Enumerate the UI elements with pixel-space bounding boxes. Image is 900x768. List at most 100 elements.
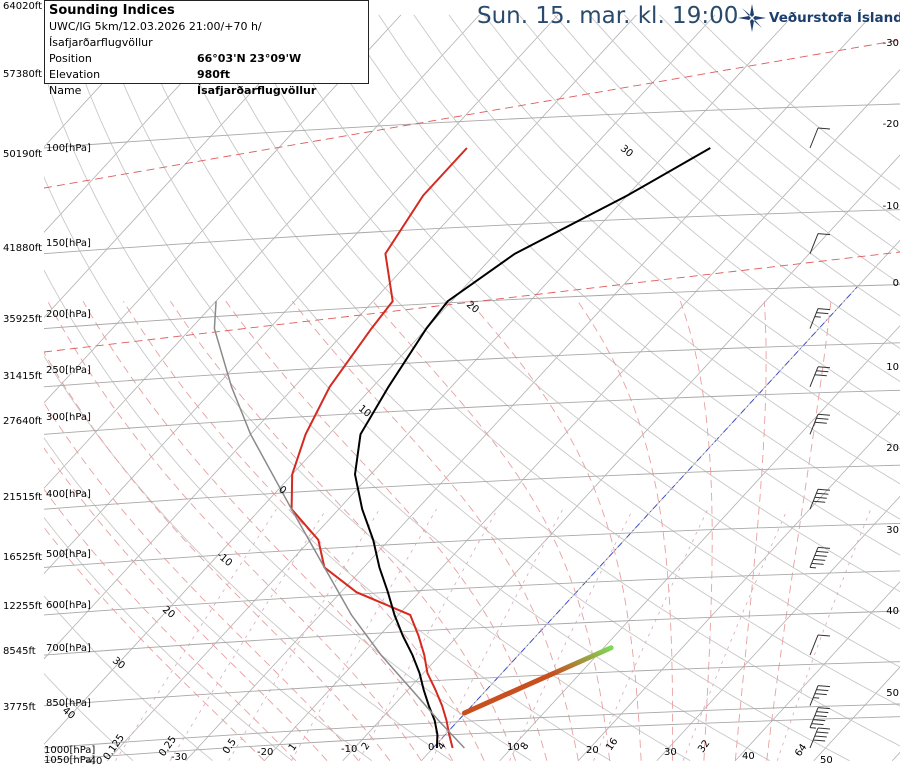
wind-barb-path [809, 707, 831, 729]
isobar-line [44, 464, 900, 510]
alt-tick-label: 8545ft [3, 646, 36, 657]
alt-tick-label: 41880ft [3, 243, 43, 254]
isotherm-line [421, 239, 900, 761]
pressure-tick-label: 1050[hPa] [44, 755, 96, 766]
wind-barb-path [809, 488, 831, 510]
moist-adiabat-line [44, 488, 297, 762]
alt-tick-label: 50190ft [3, 149, 43, 160]
info-value: 980ft [197, 68, 231, 81]
isotherm-line [44, 14, 559, 575]
bottom-temp-label: 40 [742, 751, 755, 762]
isobar-line [44, 570, 900, 616]
wind-barb [809, 707, 831, 729]
alt-tick-label: 57380ft [3, 69, 43, 80]
isotherm-line [44, 14, 323, 319]
reference-dashed-line [44, 251, 900, 353]
dry-adiabat-line [343, 14, 900, 520]
wind-barb-path [809, 685, 831, 706]
isotherm-line [107, 14, 794, 761]
right-axis-label: -10 [882, 201, 899, 212]
isobar-line [44, 661, 900, 707]
dry-adiabat-line [44, 516, 293, 762]
isotherm-line [44, 14, 480, 489]
dry-adiabat-line [44, 437, 373, 762]
logo-text: Veðurstofa Íslands [769, 10, 900, 26]
pressure-tick-label: 700[hPa] [46, 643, 91, 654]
isotherm-line [44, 14, 402, 404]
dry-adiabat-line [272, 14, 900, 593]
plot-area [44, 14, 900, 762]
parcel-profile-line [213, 301, 465, 749]
mixing-ratio-line [291, 508, 437, 761]
isotherm-line [342, 154, 900, 761]
bottom-temp-label: 10 [507, 742, 520, 753]
dry-adiabat-line [483, 14, 900, 382]
bottom-temp-label: -40 [86, 756, 103, 767]
mixing-ratio-line [776, 509, 872, 761]
dry-adiabat-line [44, 269, 532, 762]
pressure-tick-label: 850[hPa] [46, 698, 91, 709]
alt-tick-label: 12255ft [3, 601, 43, 612]
pressure-tick-label: 500[hPa] [46, 549, 91, 560]
mixing-ratio-line [169, 508, 327, 761]
dry-adiabat-line [588, 14, 900, 285]
right-axis-label: 20 [886, 443, 899, 454]
bottom-temp-label: -20 [257, 747, 274, 758]
model-line: UWC/IG 5km/12.03.2026 21:00/+70 h/Ísafja… [49, 20, 262, 49]
info-box-title: Sounding Indices [49, 3, 175, 18]
right-axis-label: 10 [886, 362, 899, 373]
isotherm-line [499, 325, 900, 761]
info-row-elevation: Elevation 980ft [49, 67, 364, 83]
mixing-ratio-line [593, 509, 709, 761]
moist-adiabat-line [44, 526, 265, 762]
moist-adiabat-line [44, 447, 328, 762]
pressure-tick-label: 600[hPa] [46, 600, 91, 611]
isotherm-line [44, 14, 166, 148]
dry-adiabat-line [413, 14, 900, 450]
bottom-temp-label: -10 [341, 744, 358, 755]
alt-tick-label: 27640ft [3, 416, 43, 427]
bottom-temp-label: 30 [664, 747, 677, 758]
parcel-gradient-segment [461, 645, 614, 716]
dry-adiabat-line [167, 14, 900, 707]
bottom-temp-label: -30 [171, 752, 188, 763]
wind-barb-path [809, 366, 831, 387]
valid-time-title: Sun. 15. mar. kl. 19:00 [477, 3, 739, 29]
wind-barb [809, 727, 831, 749]
dry-adiabat-line [44, 176, 611, 762]
isotherm-line [656, 495, 900, 761]
dry-adiabat-line [97, 14, 850, 762]
pressure-tick-label: 150[hPa] [46, 238, 91, 249]
alt-tick-label: 35925ft [3, 314, 43, 325]
info-key: Position [49, 52, 92, 65]
mixing-ratio-line [115, 508, 277, 761]
info-key: Elevation [49, 68, 101, 81]
moist-adiabat-line [734, 301, 767, 761]
moist-adiabat-line [47, 300, 422, 761]
isotherm-line [44, 14, 637, 660]
moist-adiabat-line [82, 300, 454, 761]
wind-barb [809, 413, 831, 435]
wind-barb-path [809, 413, 831, 435]
dry-adiabat-line [659, 14, 900, 222]
dry-adiabat-line [237, 14, 900, 630]
info-row-name: Name Ísafjarðarflugvöllur [49, 83, 364, 99]
info-key: Name [49, 84, 82, 97]
mixing-ratio-line [228, 508, 380, 761]
snowflake-logo-icon [738, 4, 766, 32]
info-value: Ísafjarðarflugvöllur [197, 84, 317, 97]
freezing-isotherm-line [432, 285, 859, 749]
mixing-ratio-line [509, 509, 634, 761]
isotherm-line [44, 14, 245, 233]
dry-adiabat-line [132, 14, 900, 747]
mixing-ratio-line [358, 509, 498, 761]
isotherm-line [578, 410, 900, 761]
right-axis-label: -30 [882, 38, 899, 49]
isotherm-line [44, 14, 716, 745]
wind-barb-path [809, 634, 831, 656]
wind-barb [809, 127, 831, 149]
wind-barb-path [809, 127, 831, 149]
dry-adiabat-line [308, 14, 900, 556]
agency-logo: Veðurstofa Íslands [738, 4, 900, 32]
